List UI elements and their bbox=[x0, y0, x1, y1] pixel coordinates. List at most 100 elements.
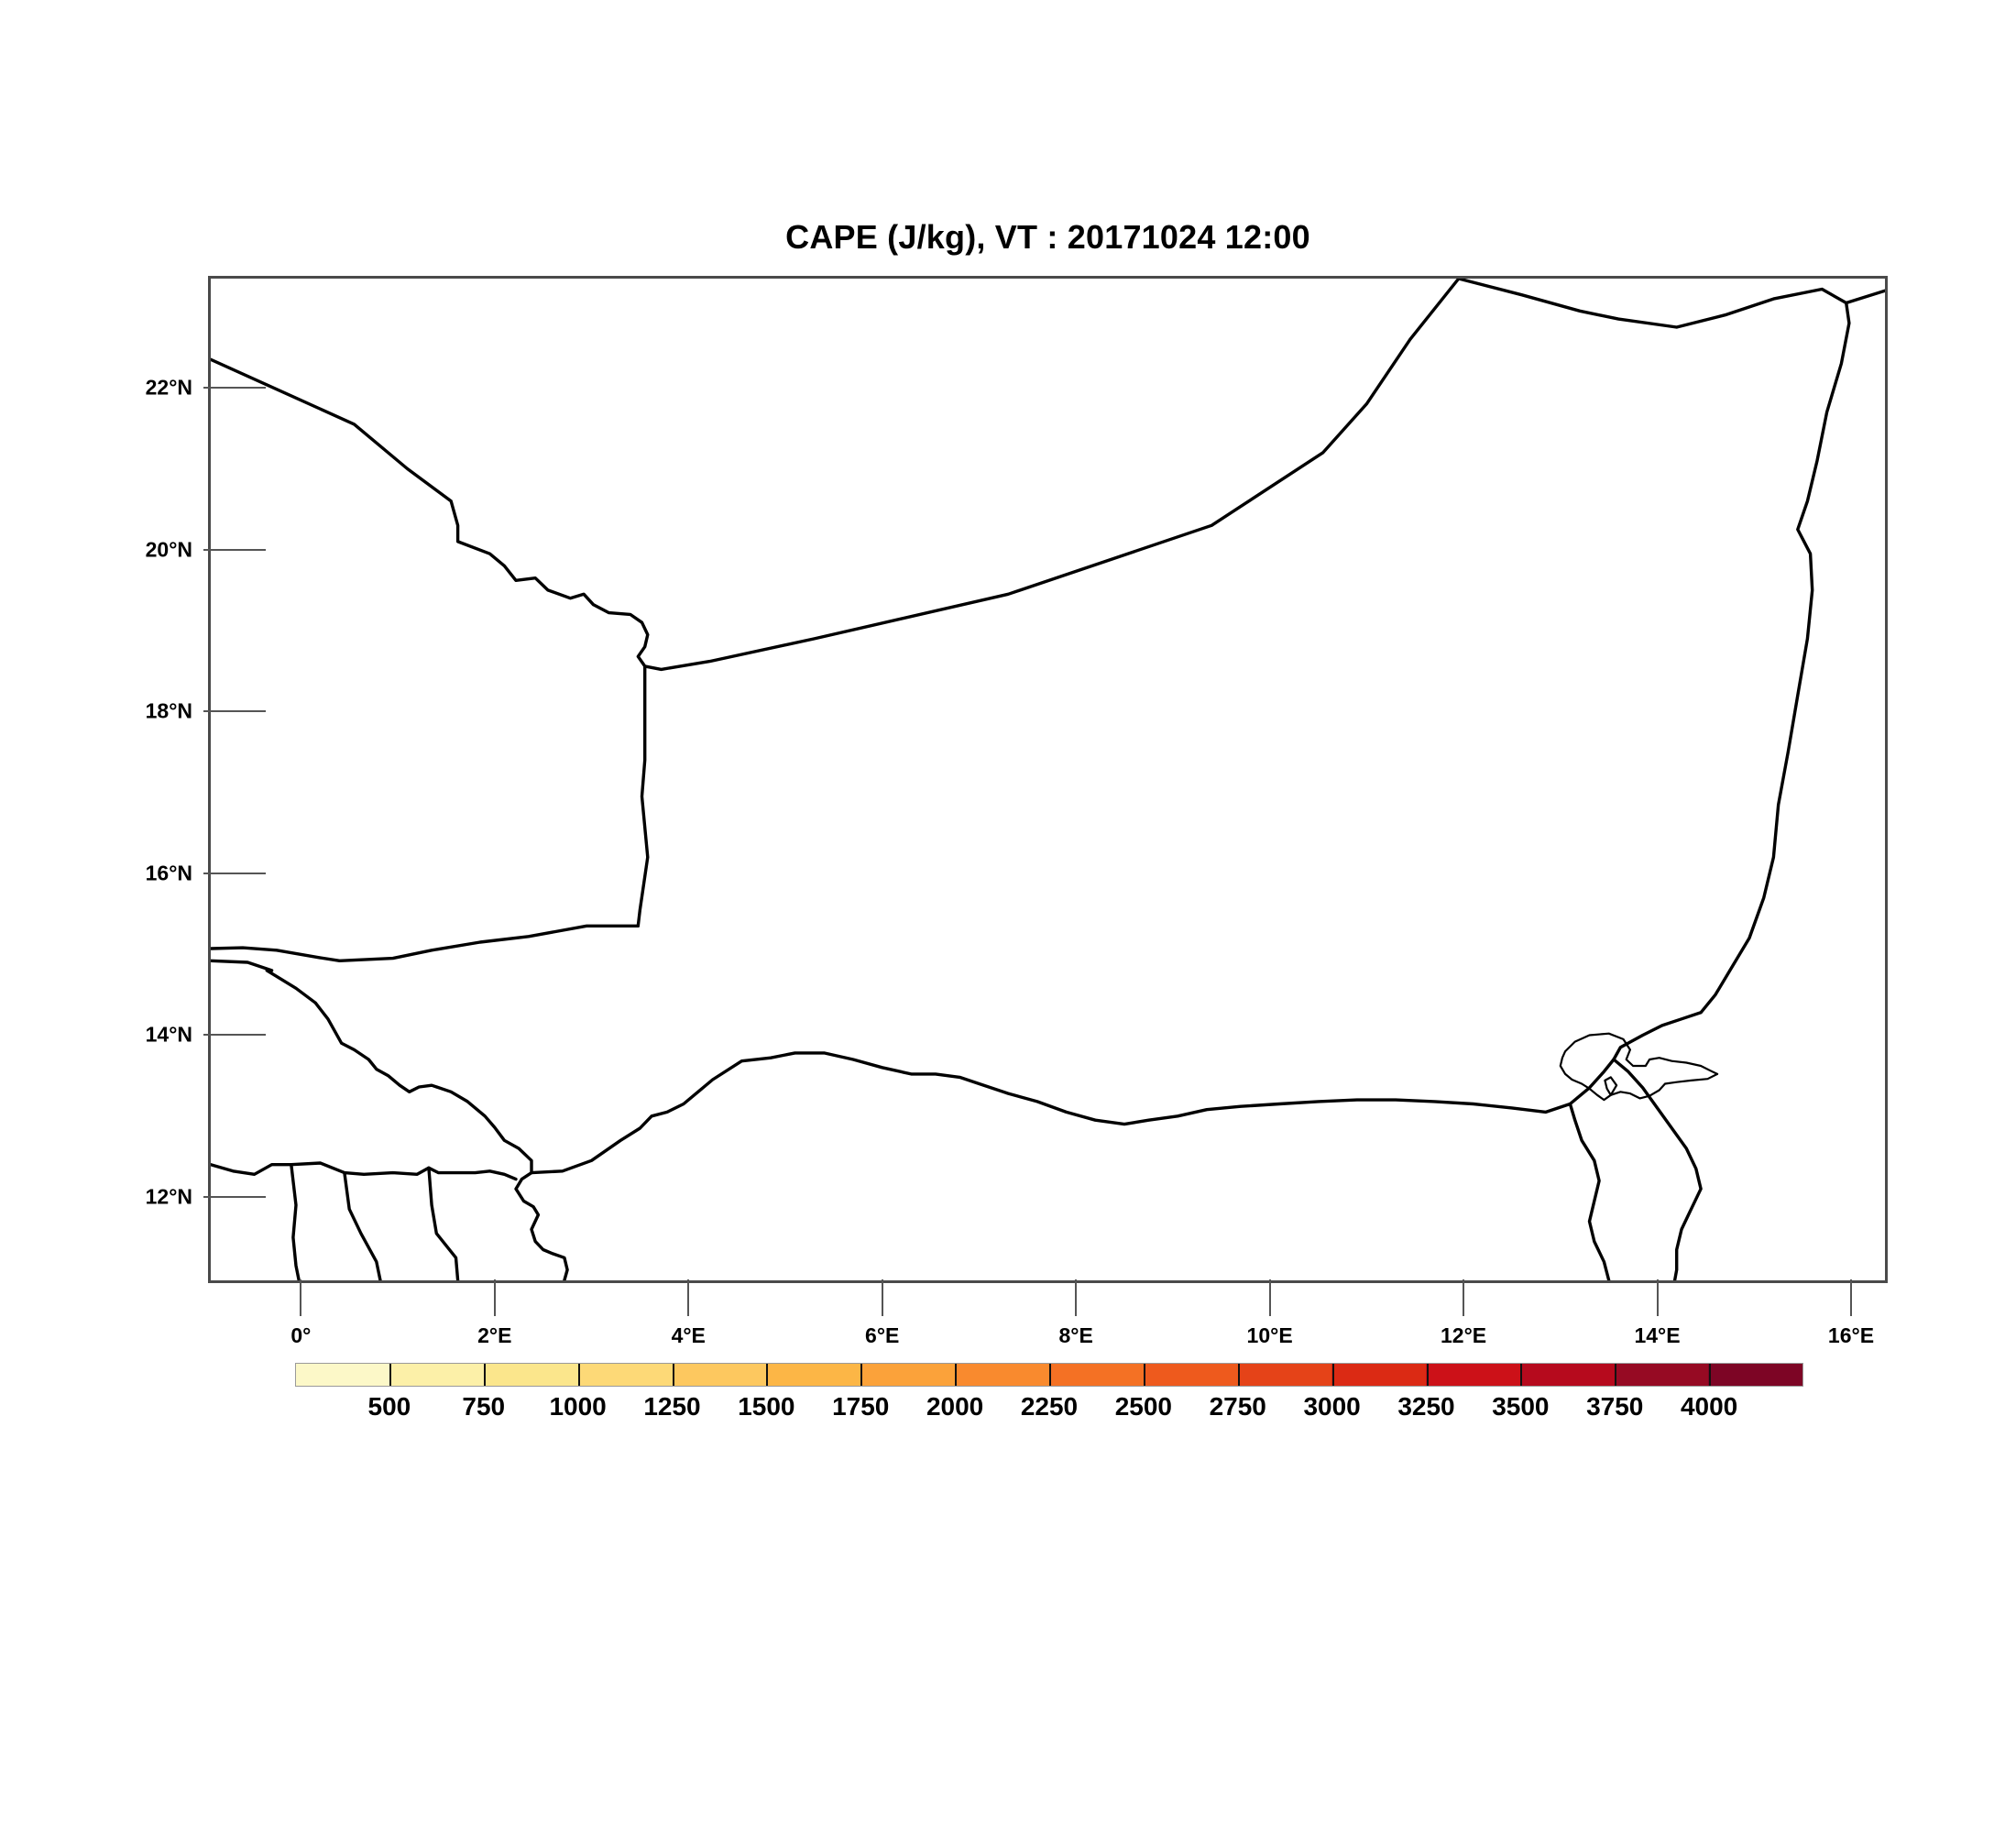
country-border-path-14 bbox=[1568, 1102, 1611, 1280]
colorbar-divider-5 bbox=[766, 1364, 769, 1386]
x-tick-label-2: 4°E bbox=[671, 1323, 706, 1347]
colorbar-tick-7: 2250 bbox=[1020, 1392, 1079, 1421]
x-tick-mark-5 bbox=[1268, 1279, 1271, 1316]
colorbar-tick-0: 500 bbox=[367, 1392, 411, 1421]
colorbar-divider-8 bbox=[1049, 1364, 1051, 1386]
colorbar-divider-3 bbox=[577, 1364, 580, 1386]
x-tick-mark-2 bbox=[687, 1279, 690, 1316]
colorbar-divider-6 bbox=[860, 1364, 863, 1386]
colorbar-bands bbox=[295, 1363, 1803, 1387]
x-tick-mark-4 bbox=[1075, 1279, 1078, 1316]
country-border-path-8 bbox=[427, 1166, 460, 1280]
colorbar-divider-7 bbox=[955, 1364, 958, 1386]
colorbar-tick-10: 3000 bbox=[1303, 1392, 1361, 1421]
colorbar-tick-4: 1500 bbox=[738, 1392, 795, 1421]
country-border-path-4 bbox=[211, 959, 274, 972]
y-tick-label-0: 22°N bbox=[145, 375, 192, 400]
lake-chad-outline-1 bbox=[1604, 1076, 1618, 1096]
y-tick-mark-5 bbox=[203, 1196, 266, 1199]
colorbar-band-9 bbox=[1143, 1364, 1238, 1386]
colorbar-tick-14: 4000 bbox=[1680, 1392, 1738, 1421]
x-tick-label-6: 12°E bbox=[1441, 1323, 1487, 1347]
y-tick-mark-3 bbox=[203, 872, 266, 874]
y-tick-label-1: 20°N bbox=[145, 537, 192, 562]
x-tick-label-0: 0° bbox=[290, 1323, 312, 1347]
x-tick-label-4: 8°E bbox=[1058, 1323, 1093, 1347]
colorbar-tick-13: 3750 bbox=[1586, 1392, 1644, 1421]
colorbar-band-12 bbox=[1426, 1364, 1520, 1386]
colorbar-band-0 bbox=[296, 1364, 390, 1386]
y-tick-mark-2 bbox=[203, 710, 266, 713]
colorbar-tick-1: 750 bbox=[462, 1392, 506, 1421]
y-tick-mark-0 bbox=[203, 387, 266, 390]
colorbar-band-4 bbox=[673, 1364, 767, 1386]
colorbar-band-13 bbox=[1519, 1364, 1615, 1386]
colorbar-divider-15 bbox=[1709, 1364, 1712, 1386]
colorbar-tick-12: 3500 bbox=[1492, 1392, 1550, 1421]
x-tick-mark-3 bbox=[881, 1279, 883, 1316]
colorbar-divider-1 bbox=[389, 1364, 391, 1386]
y-tick-mark-4 bbox=[203, 1034, 266, 1037]
colorbar-band-2 bbox=[484, 1364, 579, 1386]
colorbar-band-15 bbox=[1708, 1364, 1802, 1386]
colorbar-divider-2 bbox=[483, 1364, 486, 1386]
y-tick-mark-1 bbox=[203, 548, 266, 551]
colorbar-divider-12 bbox=[1426, 1364, 1429, 1386]
colorbar-divider-9 bbox=[1143, 1364, 1145, 1386]
x-tick-label-5: 10°E bbox=[1246, 1323, 1293, 1347]
x-tick-label-8: 16°E bbox=[1827, 1323, 1875, 1347]
x-tick-mark-1 bbox=[493, 1279, 496, 1316]
x-tick-mark-8 bbox=[1849, 1279, 1852, 1316]
country-border-path-5 bbox=[211, 1161, 518, 1181]
country-border-path-0 bbox=[211, 279, 1461, 672]
colorbar-band-11 bbox=[1331, 1364, 1426, 1386]
x-tick-mark-6 bbox=[1463, 1279, 1465, 1316]
country-borders-layer bbox=[211, 279, 1885, 1280]
country-border-path-10 bbox=[1612, 301, 1851, 1061]
colorbar-band-6 bbox=[860, 1364, 956, 1386]
country-border-path-11 bbox=[1845, 289, 1885, 305]
country-border-path-13 bbox=[1612, 1058, 1703, 1280]
colorbar-divider-10 bbox=[1237, 1364, 1240, 1386]
colorbar-band-10 bbox=[1237, 1364, 1332, 1386]
colorbar-band-14 bbox=[1614, 1364, 1709, 1386]
country-border-path-2 bbox=[211, 924, 640, 962]
colorbar-band-1 bbox=[389, 1364, 485, 1386]
y-tick-label-5: 12°N bbox=[145, 1184, 192, 1209]
country-border-path-12 bbox=[1457, 279, 1848, 329]
colorbar-band-8 bbox=[1049, 1364, 1144, 1386]
y-tick-label-3: 16°N bbox=[145, 861, 192, 885]
colorbar-divider-13 bbox=[1520, 1364, 1523, 1386]
colorbar-band-7 bbox=[955, 1364, 1049, 1386]
cape-heatmap-layer bbox=[211, 279, 1885, 1280]
country-border-path-9 bbox=[530, 1051, 1616, 1175]
page-title: CAPE (J/kg), VT : 20171024 12:00 bbox=[785, 218, 1310, 256]
country-border-path-1 bbox=[636, 664, 650, 927]
colorbar-tick-8: 2500 bbox=[1114, 1392, 1173, 1421]
colorbar-divider-14 bbox=[1615, 1364, 1617, 1386]
map-plot-area bbox=[208, 276, 1888, 1283]
x-tick-mark-0 bbox=[300, 1279, 302, 1316]
x-tick-label-3: 6°E bbox=[865, 1323, 900, 1347]
y-tick-label-2: 18°N bbox=[145, 698, 192, 723]
y-tick-label-4: 14°N bbox=[145, 1022, 192, 1047]
colorbar-tick-5: 1750 bbox=[832, 1392, 890, 1421]
colorbar-tick-3: 1250 bbox=[643, 1392, 701, 1421]
colorbar-tick-2: 1000 bbox=[549, 1392, 607, 1421]
country-border-path-7 bbox=[343, 1170, 382, 1280]
country-border-path-3 bbox=[265, 969, 569, 1280]
x-tick-label-1: 2°E bbox=[477, 1323, 512, 1347]
colorbar bbox=[295, 1363, 1803, 1387]
colorbar-tick-11: 3250 bbox=[1397, 1392, 1455, 1421]
x-tick-mark-7 bbox=[1656, 1279, 1659, 1316]
colorbar-band-5 bbox=[766, 1364, 861, 1386]
lake-chad-outline-0 bbox=[1559, 1032, 1719, 1102]
colorbar-tick-9: 2750 bbox=[1209, 1392, 1266, 1421]
colorbar-band-3 bbox=[578, 1364, 673, 1386]
colorbar-tick-6: 2000 bbox=[926, 1392, 984, 1421]
country-border-path-6 bbox=[290, 1163, 301, 1280]
x-tick-label-7: 14°E bbox=[1634, 1323, 1681, 1347]
colorbar-divider-11 bbox=[1331, 1364, 1334, 1386]
colorbar-divider-4 bbox=[672, 1364, 674, 1386]
